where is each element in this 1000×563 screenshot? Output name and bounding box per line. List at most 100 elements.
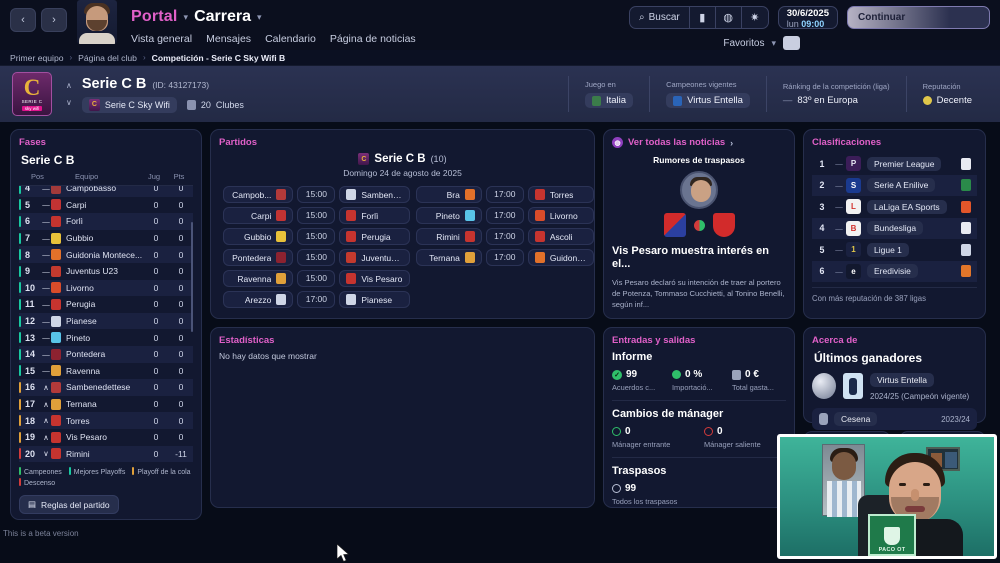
previous-winner-row[interactable]: Cesena 2023/24 [812,408,977,430]
fixture-row[interactable]: Rimini 17:00 Ascoli [415,228,594,245]
fact-value-pill[interactable]: Virtus Entella [666,93,750,108]
table-row[interactable]: 16 ∧ Sambenedettese 0 0 [19,379,193,396]
row-team-name[interactable]: Ternana [66,399,97,410]
fases-scrollbar[interactable] [190,222,193,332]
fixture-away-team[interactable]: Juventus ... [339,249,410,266]
fixture-home-team[interactable]: Rimini [415,228,482,245]
table-row[interactable]: 13 — Pineto 0 0 [19,329,193,346]
table-row[interactable]: 14 — Pontedera 0 0 [19,345,193,363]
bookmark-icon[interactable]: ▮ [690,7,716,28]
fixture-away-team[interactable]: Guidonia ... [527,249,594,266]
forward-button[interactable]: › [41,8,67,32]
fixture-home-team[interactable]: Carpi [223,207,294,224]
competition-pill[interactable]: C Serie C Sky Wifi [81,96,177,113]
table-row[interactable]: 19 ∧ Vis Pesaro 0 0 [19,429,193,446]
fixture-home-team[interactable]: Bra [415,186,482,203]
list-item[interactable]: 4 — B Bundesliga [812,217,977,239]
row-team-name[interactable]: Ravenna [66,365,101,376]
fixture-away-team[interactable]: Forlì [339,207,410,224]
fixture-kickoff-time[interactable]: 17:00 [485,207,524,224]
menu-calendario[interactable]: Calendario [265,33,316,45]
table-row[interactable]: 17 ∧ Ternana 0 0 [19,396,193,413]
ver-todas-noticias-link[interactable]: ◍ Ver todas las noticias › [612,137,786,148]
list-item[interactable]: 6 — e Eredivisie [812,260,977,282]
game-date-display[interactable]: 30/6/2025 lun 09:00 [777,6,838,29]
header-nav-arrows[interactable]: ∧ ∨ [66,81,72,107]
breadcrumb-item-primer-equipo[interactable]: Primer equipo [10,52,64,63]
table-row[interactable]: 4 — Campobasso 0 0 [19,186,193,197]
fixture-away-team[interactable]: Ascoli [527,228,594,245]
fixture-kickoff-time[interactable]: 17:00 [485,186,524,203]
row-team-name[interactable]: Forlì [66,216,83,227]
fixture-home-team[interactable]: Arezzo [223,291,294,308]
fixture-away-team[interactable]: Pianese [339,291,410,308]
row-team-name[interactable]: Perugia [66,299,96,310]
fixture-row[interactable]: Gubbio 15:00 Perugia [223,228,410,245]
row-team-name[interactable]: Guidonia Montece... [66,249,143,260]
menu-carrera[interactable]: Carrera [194,8,252,25]
fixture-row[interactable]: Pontedera 15:00 Juventus ... [223,249,410,266]
menu-pagina-noticias[interactable]: Página de noticias [329,33,416,45]
fixture-kickoff-time[interactable]: 15:00 [297,228,336,245]
chevron-down-icon[interactable]: ▾ [183,11,189,22]
fixture-home-team[interactable]: Campob... [223,186,294,203]
previous-winner-name[interactable]: Cesena [834,412,878,426]
table-row[interactable]: 15 — Ravenna 0 0 [19,363,193,380]
noticias-headline[interactable]: Vis Pesaro muestra interés en el... [612,245,769,270]
fases-table-body[interactable]: 4 — Campobasso 0 0 5 — Carpi 0 0 6 — Forlì 0 0 7 — Gubbio… [19,186,193,463]
league-name[interactable]: Ligue 1 [867,242,909,257]
menu-portal[interactable]: Portal [131,8,178,25]
fixture-home-team[interactable]: Gubbio [223,228,294,245]
fixture-row[interactable]: Ravenna 15:00 Vis Pesaro [223,270,410,287]
chat-icon[interactable] [783,36,800,50]
fixture-kickoff-time[interactable]: 17:00 [485,249,524,266]
fixture-kickoff-time[interactable]: 15:00 [297,270,336,287]
league-name[interactable]: Bundesliga [867,221,924,236]
fixture-kickoff-time[interactable]: 17:00 [485,228,524,245]
fixture-away-team[interactable]: Perugia [339,228,410,245]
league-name[interactable]: LaLiga EA Sports [867,199,947,214]
fixture-row[interactable]: Pineto 17:00 Livorno [415,207,594,224]
gear-icon[interactable]: ✷ [750,12,760,24]
fixture-home-team[interactable]: Ternana [415,249,482,266]
fixture-row[interactable]: Carpi 15:00 Forlì [223,207,410,224]
table-row[interactable]: 11 — Perugia 0 0 [19,296,193,313]
fixture-kickoff-time[interactable]: 15:00 [297,249,336,266]
table-row[interactable]: 5 — Carpi 0 0 [19,197,193,214]
list-item[interactable]: 1 — P Premier League [812,153,977,175]
table-row[interactable]: 6 — Forlì 0 0 [19,213,193,230]
fixture-home-team[interactable]: Pontedera [223,249,294,266]
row-team-name[interactable]: Juventus U23 [66,266,118,277]
manager-avatar[interactable] [77,0,117,44]
row-team-name[interactable]: Pineto [66,332,91,343]
match-rules-button[interactable]: ▤ Reglas del partido [19,495,119,515]
row-team-name[interactable]: Sambenedettese [66,382,131,393]
breadcrumb-item-pagina-del-club[interactable]: Página del club [78,52,137,63]
bulb-icon[interactable]: ◍ [716,7,742,28]
table-row[interactable]: 18 ∧ Torres 0 0 [19,412,193,429]
fixture-row[interactable]: Arezzo 17:00 Pianese [223,291,410,308]
league-name[interactable]: Serie A Enilive [867,178,936,193]
row-team-name[interactable]: Pontedera [66,349,106,360]
row-team-name[interactable]: Campobasso [66,186,117,194]
fixture-away-team[interactable]: Vis Pesaro [339,270,410,287]
table-row[interactable]: 12 — Pianese 0 0 [19,312,193,330]
fixture-home-team[interactable]: Pineto [415,207,482,224]
row-team-name[interactable]: Gubbio [66,233,94,244]
fixture-kickoff-time[interactable]: 15:00 [297,207,336,224]
fixture-away-team[interactable]: Sambene... [339,186,410,203]
menu-vista-general[interactable]: Vista general [131,33,193,45]
table-row[interactable]: 8 — Guidonia Montece... 0 0 [19,246,193,263]
row-team-name[interactable]: Torres [66,415,90,426]
league-name[interactable]: Eredivisie [867,264,918,279]
list-item[interactable]: 3 — L LaLiga EA Sports [812,196,977,218]
row-team-name[interactable]: Livorno [66,282,94,293]
fixture-away-team[interactable]: Torres [527,186,594,203]
row-team-name[interactable]: Rimini [66,448,90,459]
back-button[interactable]: ‹ [10,8,36,32]
table-row[interactable]: 20 ∨ Rimini 0 -11 [19,445,193,463]
league-name[interactable]: Premier League [867,156,942,171]
row-team-name[interactable]: Pianese [66,316,97,327]
list-item[interactable]: 5 —1 Ligue 1 [812,239,977,261]
